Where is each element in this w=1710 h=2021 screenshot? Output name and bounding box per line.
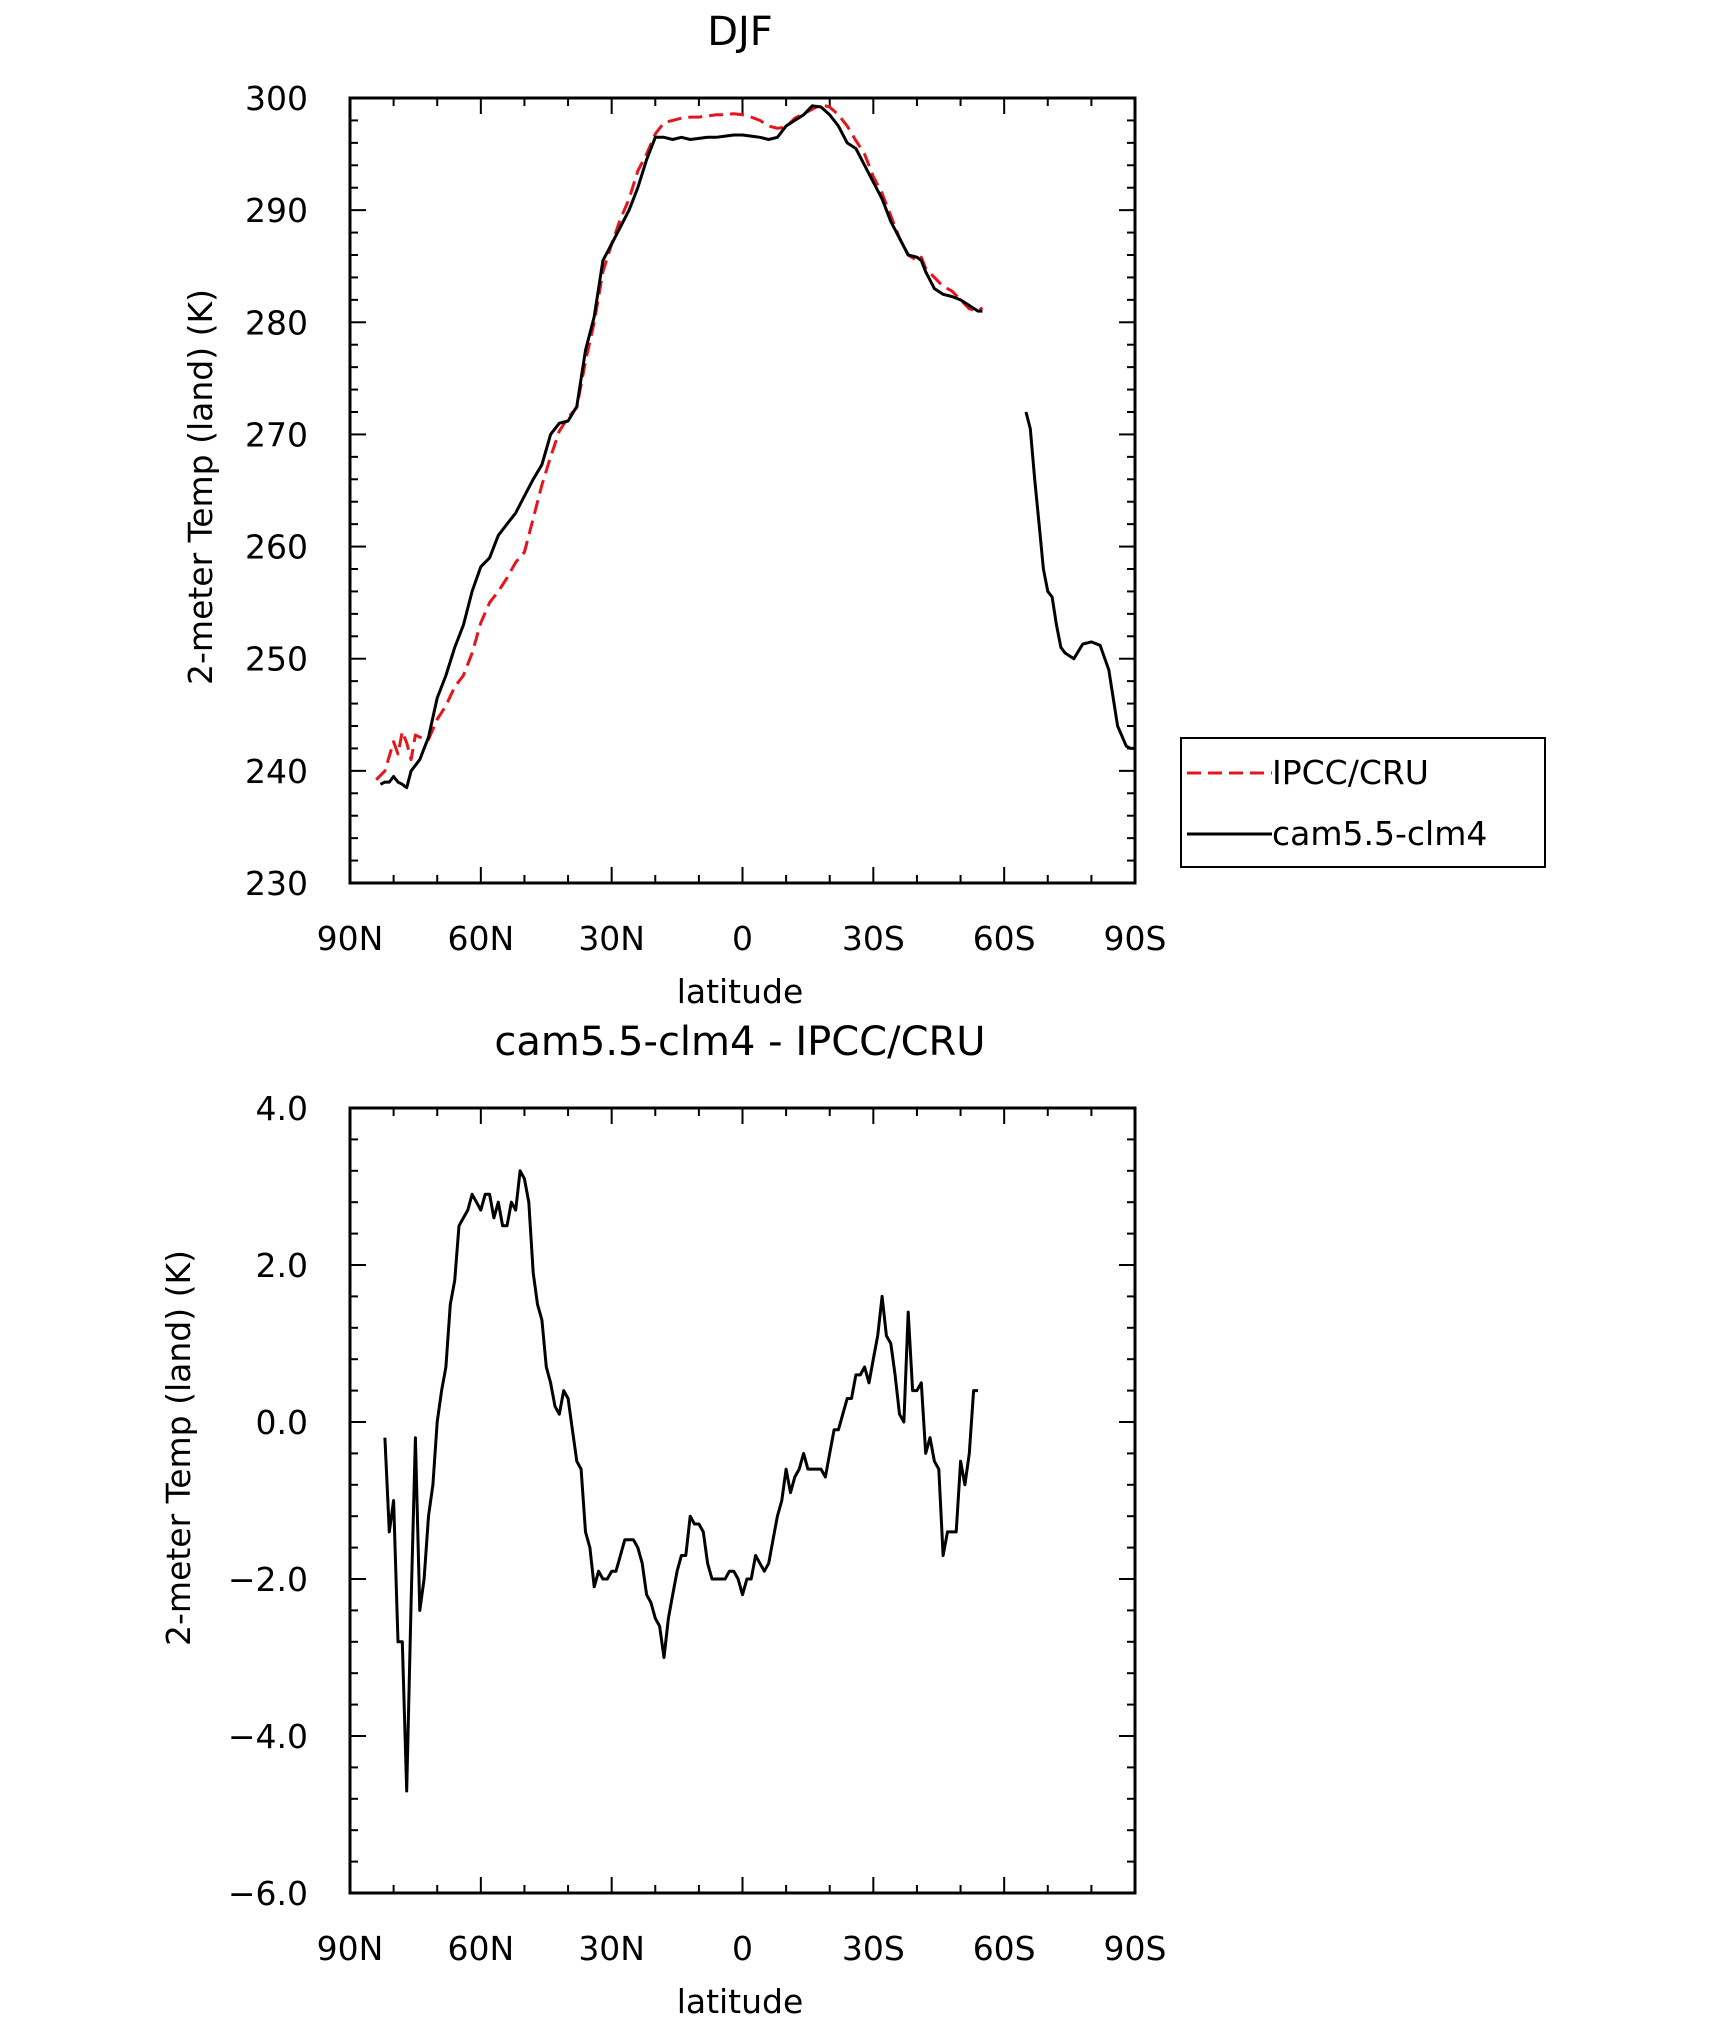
top-y-tick-label: 230 [245, 864, 308, 903]
bottom-x-tick-label: 30N [578, 1929, 645, 1968]
top-x-tick-label: 0 [732, 919, 753, 958]
top-x-tick-label: 60S [973, 919, 1036, 958]
legend: IPCC/CRU cam5.5-clm4 [1180, 737, 1546, 868]
panel-top: DJF 90N 60N 30N 0 30S 60S 90S 230 240 250 260 270 28… [181, 9, 1546, 1011]
top-y-tick-label: 290 [245, 191, 308, 230]
top-y-axis-label: 2-meter Temp (land) (K) [181, 289, 220, 685]
bottom-y-axis-label: 2-meter Temp (land) (K) [159, 1250, 198, 1646]
bottom-chart-title: cam5.5-clm4 - IPCC/CRU [494, 1019, 985, 1065]
top-series-line-ipcc-cru [375, 103, 984, 781]
top-x-tick-label: 90N [317, 919, 384, 958]
bottom-y-tick-label: −2.0 [228, 1560, 308, 1599]
top-plot-frame [348, 96, 1137, 885]
bottom-plot-frame [348, 1106, 1137, 1895]
bottom-x-tick-label: 30S [842, 1929, 905, 1968]
bottom-y-tick-label: 4.0 [256, 1089, 308, 1128]
top-x-axis-label: latitude [677, 972, 804, 1011]
bottom-x-tick-label: 90N [317, 1929, 384, 1968]
top-x-tick-label: 60N [447, 919, 514, 958]
top-y-tick-label: 280 [245, 303, 308, 342]
legend-label-ipcc-cru: IPCC/CRU [1272, 753, 1429, 792]
bottom-x-tick-label: 60N [447, 1929, 514, 1968]
top-y-tick-label: 300 [245, 79, 308, 118]
bottom-y-tick-label: 0.0 [256, 1403, 308, 1442]
top-y-tick-label: 240 [245, 752, 308, 791]
top-axes: 90N 60N 30N 0 30S 60S 90S 230 240 250 260 270 280 290… [245, 79, 1166, 958]
top-x-tick-label: 30S [842, 919, 905, 958]
bottom-series-line-cam5-5-clm4 [383, 1169, 978, 1793]
bottom-y-tick-label: −4.0 [228, 1717, 308, 1756]
top-series-line-cam5-5-clm4 [379, 104, 1135, 790]
bottom-axes: 90N 60N 30N 0 30S 60S 90S −6.0 −4.0 −2.0 0.0 2.0 4.0 [228, 1089, 1167, 1968]
bottom-x-tick-label: 90S [1104, 1929, 1167, 1968]
top-y-tick-label: 250 [245, 640, 308, 679]
bottom-y-tick-label: 2.0 [256, 1246, 308, 1285]
legend-label-cam55-clm4: cam5.5-clm4 [1272, 814, 1487, 853]
top-x-tick-label: 90S [1104, 919, 1167, 958]
legend-box [1180, 737, 1546, 868]
panel-bottom: cam5.5-clm4 - IPCC/CRU 90N 60N 30N 0 30S 60S 9… [159, 1019, 1166, 2021]
bottom-x-axis-label: latitude [677, 1982, 804, 2021]
top-series-group [375, 103, 1135, 790]
top-y-tick-label: 260 [245, 528, 308, 567]
top-x-tick-label: 30N [578, 919, 645, 958]
bottom-y-tick-label: −6.0 [228, 1874, 308, 1913]
top-chart-title: DJF [707, 9, 773, 55]
bottom-x-tick-label: 0 [732, 1929, 753, 1968]
bottom-x-tick-label: 60S [973, 1929, 1036, 1968]
bottom-series-group [383, 1169, 978, 1793]
top-y-tick-label: 270 [245, 415, 308, 454]
